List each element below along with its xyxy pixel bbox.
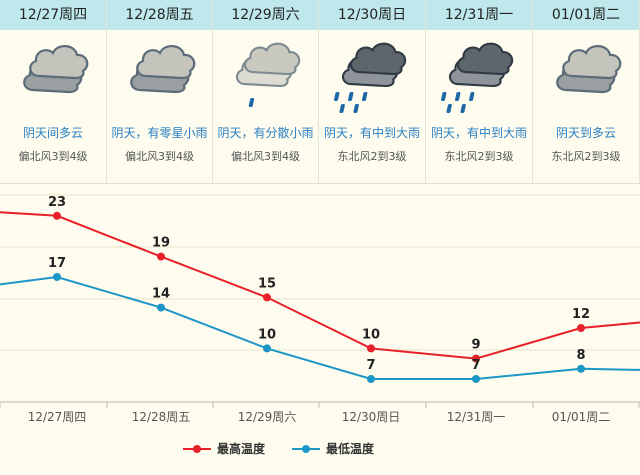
- forecast-day: 12/31周一阴天，有中到大雨 东北风2到3级: [426, 0, 533, 183]
- legend-low: 最低温度: [292, 440, 374, 457]
- day-date: 12/28周五: [107, 0, 212, 30]
- heavy-rain-icon: [426, 34, 532, 114]
- data-point: [263, 344, 271, 353]
- data-label: 8: [576, 348, 585, 363]
- weather-desc: 阴天，有零星小雨: [111, 126, 208, 140]
- data-label: 23: [48, 195, 66, 210]
- data-label: 19: [152, 236, 170, 251]
- wind-info: 东北风2到3级: [444, 150, 514, 163]
- wind-info: 偏北风3到4级: [231, 150, 300, 163]
- heavy-rain-icon: [319, 34, 425, 114]
- forecast-day: 01/01周二阴天到多云东北风2到3级: [533, 0, 640, 183]
- weather-desc: 阴天到多云: [555, 126, 616, 140]
- light-rain-icon: [213, 34, 318, 114]
- x-tick-label: 12/27周四: [28, 410, 87, 424]
- x-tick-label: 12/29周六: [238, 410, 297, 424]
- wind-info: 偏北风3到4级: [18, 150, 88, 163]
- chart-legend: 最高温度 最低温度: [0, 440, 640, 464]
- legend-low-label: 最低温度: [326, 442, 375, 456]
- data-point: [367, 344, 375, 353]
- day-date: 12/27周四: [0, 0, 106, 30]
- data-point: [472, 354, 480, 363]
- weather-desc: 阴天，有中到大雨: [323, 126, 420, 140]
- temperature-chart: 12/27周四 12/28周五 12/29周六 12/30周日 12/31周一 01/01…: [0, 194, 640, 424]
- day-date: 01/01周二: [533, 0, 639, 30]
- x-tick-label: 12/31周一: [447, 410, 506, 424]
- x-tick-label: 12/30周日: [342, 410, 401, 424]
- forecast-day: 12/28周五阴天，有零星小雨 偏北风3到4级: [107, 0, 213, 183]
- cloud-icon: [0, 34, 106, 114]
- wind-info: 偏北风3到4级: [125, 150, 194, 163]
- cloud-icon: [533, 34, 639, 114]
- wind-info: 东北风2到3级: [337, 150, 407, 163]
- wind-info: 东北风2到3级: [551, 150, 621, 163]
- data-point: [157, 252, 165, 261]
- data-point: [157, 303, 165, 312]
- data-label: 7: [366, 358, 375, 373]
- forecast-day: 12/27周四阴天间多云偏北风3到4级: [0, 0, 107, 183]
- data-label: 10: [362, 327, 380, 342]
- x-tick-label: 12/28周五: [132, 410, 191, 424]
- data-point: [577, 324, 585, 332]
- data-point: [53, 273, 61, 281]
- weather-desc: 阴天，有中到大雨: [430, 126, 527, 140]
- data-label: 12: [572, 307, 590, 322]
- data-point: [577, 364, 585, 373]
- day-date: 12/30周日: [319, 0, 425, 30]
- data-point: [53, 211, 61, 220]
- legend-high: 最高温度: [183, 440, 265, 457]
- data-label: 10: [258, 327, 276, 342]
- data-label: 14: [152, 287, 170, 302]
- data-label: 7: [471, 358, 480, 373]
- data-label: 17: [48, 256, 66, 271]
- series-line-low: [0, 275, 640, 380]
- weather-desc: 阴天，有分散小雨: [217, 126, 314, 140]
- weather-desc: 阴天间多云: [22, 126, 83, 140]
- day-date: 12/31周一: [426, 0, 532, 30]
- cloud-icon: [107, 34, 212, 114]
- data-point: [472, 375, 480, 383]
- legend-high-label: 最高温度: [217, 442, 266, 456]
- day-date: 12/29周六: [213, 0, 318, 30]
- data-point: [263, 293, 271, 302]
- divider: [0, 183, 640, 184]
- x-tick-label: 01/01周二: [552, 410, 611, 424]
- data-label: 15: [258, 276, 276, 291]
- series-line-high: [0, 211, 640, 360]
- data-label: 9: [471, 338, 480, 353]
- data-point: [367, 375, 375, 383]
- forecast-day: 12/29周六阴天，有分散小雨 偏北风3到4级: [213, 0, 319, 183]
- forecast-day: 12/30周日阴天，有中到大雨 东北风2到3级: [319, 0, 426, 183]
- forecast-days: 12/27周四 阴天间多云 偏北风3到4级 12/28周五 阴天，有零星小雨 偏北风3到4…: [0, 0, 640, 183]
